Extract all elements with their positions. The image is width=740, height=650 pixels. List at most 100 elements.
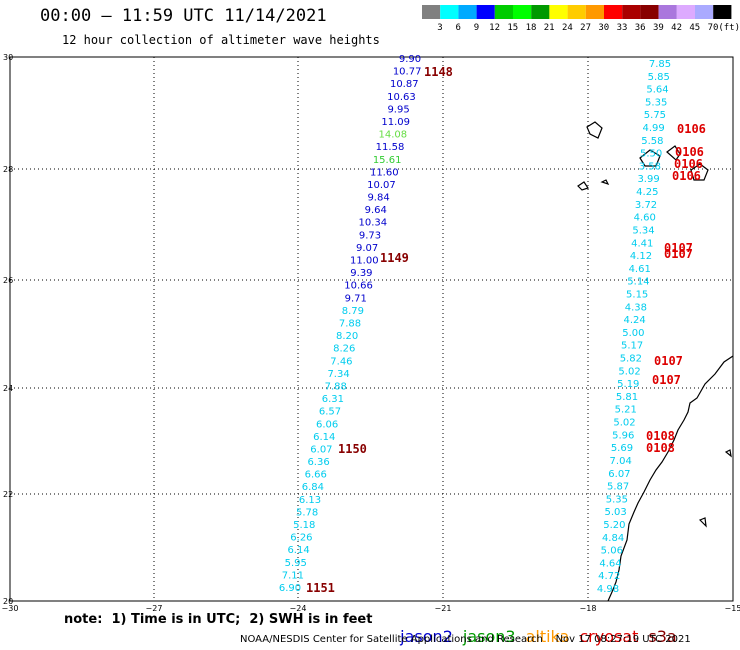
track-time-label: 1151 [306,581,335,595]
colorbar-label: 42 [671,23,682,33]
swh-value: 6.57 [319,407,341,418]
swh-value: 11.09 [381,117,410,128]
swh-value: 5.03 [604,507,626,518]
swh-value: 4.25 [636,187,658,198]
swh-value: 7.34 [327,369,349,380]
swh-value: 5.96 [612,430,634,441]
track-time-label: 1148 [424,65,453,79]
colorbar-swatch [585,5,604,19]
lon-tick-label: −30 [2,604,19,613]
colorbar-swatch [513,5,532,19]
coastline [577,121,734,602]
swh-value: 5.35 [606,494,628,505]
swh-value: 5.21 [615,405,637,416]
swh-value: 6.13 [299,495,321,506]
legend-jason2: jason2 [400,627,453,646]
swh-value: 11.58 [376,142,405,153]
swh-value: 6.36 [307,457,329,468]
coastline-segment [724,449,732,458]
swh-value: 5.78 [296,507,318,518]
track-time-label: 0108 [646,441,675,455]
track-time-label: 0106 [674,157,703,171]
swh-value: 6.14 [313,432,335,443]
colorbar-label: 6 [455,23,460,33]
swh-value: 9.73 [359,230,381,241]
swh-value: 10.63 [387,92,416,103]
swh-value: 4.64 [599,558,621,569]
swh-value: 5.06 [601,546,623,557]
swh-value: 6.07 [310,444,332,455]
swh-value: 8.20 [336,331,358,342]
page-subtitle: 12 hour collection of altimeter wave hei… [62,33,380,47]
swh-value: 7.46 [330,356,352,367]
colorbar-swatch [622,5,641,19]
swh-value: 5.64 [646,85,668,96]
track-time-label: 0106 [672,169,701,183]
swh-value: 3.58 [639,161,661,172]
coastline-segment [639,149,661,167]
swh-value: 8.79 [342,306,364,317]
map-frame [9,56,734,602]
swh-value: 5.50 [640,149,662,160]
swh-value: 8.26 [333,344,355,355]
swh-value: 6.90 [279,583,301,594]
track-time-label: 0108 [646,429,675,443]
legend-cryosat: cryosat [579,627,639,646]
lon-tick-label: −15 [725,604,740,613]
swh-value: 9.64 [365,205,387,216]
track-time-label: 0107 [654,354,683,368]
satellite-legend: jason2 jason3 altika cryosat s3a [390,608,687,646]
swh-value: 5.17 [621,341,643,352]
swh-value: 6.84 [302,482,324,493]
lat-tick-label: 20 [3,597,13,606]
swh-value: 4.38 [625,302,647,313]
swh-value: 6.07 [608,469,630,480]
footer-note: note: 1) Time is in UTC; 2) SWH is in fe… [64,612,373,627]
swh-value: 5.14 [627,277,649,288]
track-time-label: 0106 [677,122,706,136]
swh-value: 10.07 [367,180,396,191]
swh-value: 5.58 [641,136,663,147]
colorbar-swatch [640,5,659,19]
swh-value: 9.71 [345,293,367,304]
swh-value: 4.98 [597,584,619,595]
swh-value: 5.69 [611,443,633,454]
legend-s3a: s3a [648,627,677,646]
colorbar-swatch [549,5,568,19]
colorbar-swatch [476,5,495,19]
swh-value: 4.60 [634,213,656,224]
lon-tick-label: −18 [580,604,597,613]
colorbar-label: 21 [544,23,555,33]
swh-value: 5.18 [293,520,315,531]
axis-tick-labels: 30 28 26 24 22 20−30 −27 −24 −21 −18 −15 [2,53,740,613]
coastline-segment [666,145,681,161]
swh-value: 5.02 [618,366,640,377]
swh-value: 4.24 [624,315,646,326]
colorbar-label: 36 [635,23,646,33]
colorbar-label: 30 [598,23,609,33]
track-time-label: 1150 [338,442,367,456]
swh-value: 5.15 [626,289,648,300]
track-time-label: 1149 [380,251,409,265]
colorbar-label: 33 [617,23,628,33]
colorbar-label: 3 [437,23,442,33]
lat-tick-label: 24 [3,384,13,393]
colorbar-label: 24 [562,23,573,33]
swh-value: 14.08 [379,130,408,141]
swh-value: 11.60 [370,167,399,178]
colorbar-swatch [440,5,459,19]
swh-value: 5.34 [632,225,654,236]
colorbar-swatch [422,5,441,19]
colorbar-label: 15 [507,23,518,33]
colorbar-label: (ft) [718,23,740,33]
lon-tick-label: −21 [435,604,452,613]
color-scale-bar: 3 6 9 12 15 18 21 24 27 30 33 36 39 42 45 70 (ft) [422,5,740,33]
swh-value: 7.11 [282,570,304,581]
coastline-segment [600,179,610,186]
legend-altika: altika [525,627,570,646]
swh-value: 9.39 [350,268,372,279]
swh-value: 6.14 [287,545,309,556]
colorbar-swatch [458,5,477,19]
swh-value: 4.41 [631,238,653,249]
